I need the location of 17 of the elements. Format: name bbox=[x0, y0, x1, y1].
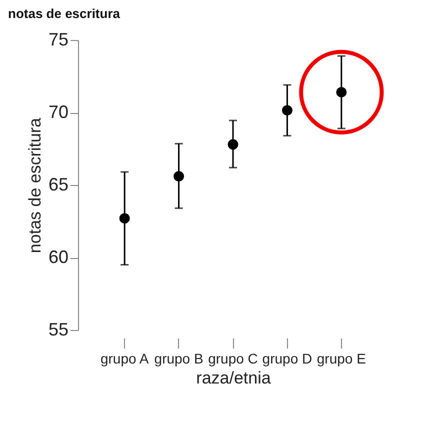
point bbox=[174, 171, 184, 182]
point bbox=[282, 105, 292, 116]
y-tick-label: 60 bbox=[48, 247, 68, 267]
x-tick-label: grupo C bbox=[208, 350, 258, 366]
x-tick-label: grupo E bbox=[316, 350, 366, 366]
y-axis-title: notas de escritura bbox=[25, 117, 44, 254]
point bbox=[228, 139, 238, 150]
y-tick-label: 75 bbox=[48, 30, 68, 50]
y-tick-label: 70 bbox=[48, 102, 68, 122]
y-tick-label: 55 bbox=[48, 320, 68, 340]
x-tick-label: grupo B bbox=[154, 350, 204, 366]
chart-title: notas de escritura bbox=[8, 6, 121, 21]
y-tick-label: 65 bbox=[48, 174, 68, 194]
point bbox=[119, 213, 130, 224]
x-axis-title: raza/etnia bbox=[196, 368, 272, 388]
x-tick-label: grupo A bbox=[100, 350, 150, 366]
x-tick-label: grupo D bbox=[262, 350, 312, 366]
